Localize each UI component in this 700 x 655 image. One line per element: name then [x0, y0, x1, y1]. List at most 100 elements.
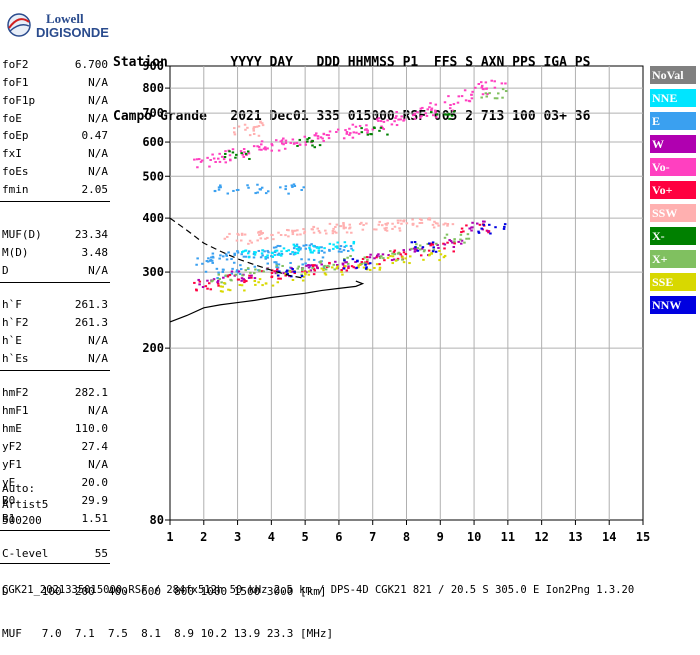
data-point: [489, 232, 492, 235]
data-point: [287, 229, 290, 232]
data-point: [291, 278, 295, 281]
data-point: [267, 251, 270, 254]
data-point: [221, 290, 224, 293]
data-point: [217, 186, 221, 189]
data-point: [291, 138, 295, 141]
data-point: [211, 252, 215, 255]
data-point: [204, 270, 208, 273]
data-point: [397, 251, 401, 254]
data-point: [204, 285, 208, 288]
data-point: [317, 251, 320, 254]
data-point: [380, 125, 383, 128]
data-point: [466, 233, 470, 236]
data-point: [241, 274, 244, 277]
series-x: [223, 110, 456, 160]
data-point: [445, 113, 449, 116]
param-row: yF2 27.4: [2, 440, 108, 455]
param-separator: [0, 201, 110, 202]
data-point: [384, 222, 387, 225]
data-point: [427, 254, 431, 257]
data-point: [196, 257, 199, 260]
data-point: [263, 146, 267, 149]
data-point: [453, 240, 456, 243]
data-point: [294, 229, 297, 232]
data-point: [236, 188, 240, 191]
data-point: [278, 253, 281, 256]
data-point: [302, 228, 305, 231]
data-point: [428, 218, 432, 221]
param-row: hmF2 282.1: [2, 386, 108, 401]
data-point: [247, 252, 250, 255]
data-point: [431, 243, 435, 246]
data-point: [224, 274, 228, 277]
data-point: [384, 229, 387, 232]
data-point: [276, 281, 280, 284]
data-point: [413, 241, 417, 244]
data-point: [294, 251, 297, 254]
data-point: [239, 264, 242, 267]
footer-tables: D 100 200 400 600 800 1000 1500 3000 [km…: [2, 557, 333, 655]
data-point: [257, 134, 261, 137]
globe-logo-icon: [7, 13, 31, 37]
data-point: [291, 268, 294, 271]
data-point: [379, 126, 383, 129]
data-point: [211, 279, 215, 282]
data-point: [300, 273, 303, 276]
data-point: [252, 127, 255, 130]
data-point: [471, 221, 474, 224]
param-row: yE 20.0: [2, 476, 108, 491]
param-name: fxI: [2, 147, 22, 160]
data-point: [322, 139, 325, 142]
y-tick-label: 600: [142, 135, 164, 149]
data-point: [284, 272, 287, 275]
param-value: N/A: [88, 165, 108, 178]
data-point: [230, 270, 234, 273]
param-row: C-level 55: [2, 547, 108, 562]
data-point: [333, 230, 336, 233]
data-point: [221, 285, 224, 288]
data-point: [293, 185, 297, 188]
data-point: [342, 137, 346, 140]
data-point: [372, 228, 376, 231]
data-point: [207, 257, 210, 260]
param-row: h`F 261.3: [2, 298, 108, 313]
data-point: [443, 101, 447, 104]
data-point: [350, 265, 354, 268]
data-point: [221, 270, 225, 273]
data-point: [257, 145, 261, 148]
data-point: [390, 123, 394, 126]
data-point: [242, 255, 246, 258]
y-tick-label: 400: [142, 211, 164, 225]
data-point: [430, 252, 433, 255]
data-point: [503, 223, 507, 226]
data-point: [345, 261, 348, 264]
data-point: [481, 84, 484, 87]
data-point: [254, 251, 257, 254]
data-point: [228, 232, 231, 235]
data-point: [366, 131, 369, 134]
data-point: [426, 242, 430, 245]
data-point: [287, 192, 290, 195]
param-row: fxI N/A: [2, 147, 108, 162]
data-point: [234, 273, 238, 276]
data-point: [386, 119, 389, 122]
data-point: [328, 222, 332, 225]
param-value: 1.51: [81, 512, 109, 525]
data-point: [346, 262, 350, 265]
param-value: 2.05: [81, 183, 109, 196]
data-point: [260, 140, 264, 143]
data-point: [362, 266, 366, 269]
data-point: [245, 280, 248, 283]
data-point: [292, 247, 296, 250]
data-point: [323, 264, 326, 267]
legend-item-x: X+: [650, 250, 696, 268]
data-point: [369, 133, 372, 136]
legend-item-ssw: SSW: [650, 204, 696, 222]
data-point: [442, 223, 445, 226]
data-point: [410, 241, 414, 244]
data-point: [271, 144, 274, 147]
data-point: [259, 120, 262, 123]
param-name: h`Es: [2, 352, 29, 365]
data-point: [253, 280, 257, 283]
x-tick-label: 14: [602, 530, 616, 544]
